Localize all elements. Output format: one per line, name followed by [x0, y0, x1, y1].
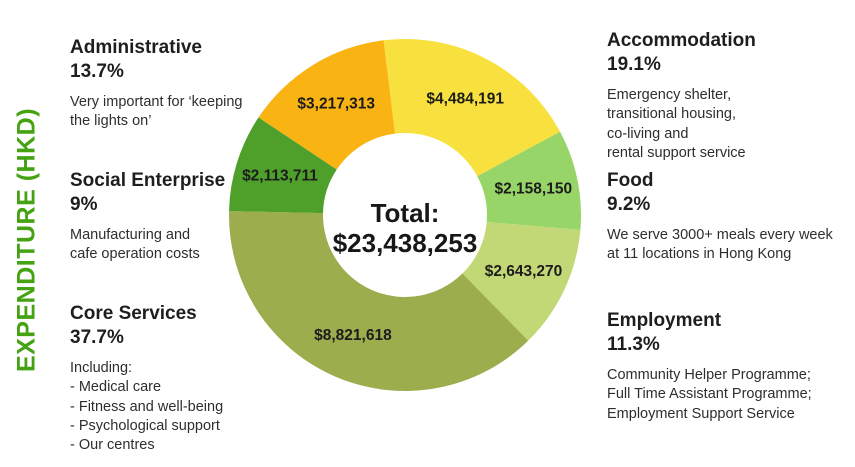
- annotation-administrative: Administrative 13.7% Very important for …: [70, 36, 290, 132]
- donut-chart: $4,484,191 $2,158,150 $2,643,270 $8,821,618…: [228, 38, 581, 392]
- donut-slice-social-enterprise: [229, 117, 337, 214]
- annotation-employment: Employment 11.3% Community Helper Progra…: [607, 309, 855, 424]
- segment-percent: 9%: [70, 193, 98, 215]
- segment-percent: 11.3%: [607, 333, 660, 355]
- annotation-social-enterprise: Social Enterprise 9% Manufacturing and c…: [70, 169, 290, 265]
- annotation-accommodation: Accommodation 19.1% Emergency shelter, t…: [607, 29, 852, 163]
- segment-title: Food: [607, 170, 654, 191]
- donut-slice-accommodation: [383, 38, 561, 177]
- donut-slice-core-services: [228, 211, 529, 392]
- donut-slice-employment: [462, 221, 581, 341]
- segment-title: Social Enterprise: [70, 170, 226, 191]
- slice-value-label-core-services: $8,821,618: [314, 327, 392, 344]
- donut-total-value: $23,438,253: [333, 228, 478, 258]
- segment-description: Very important for ‘keeping the lights o…: [70, 94, 243, 130]
- segment-description: Emergency shelter, transitional housing,…: [607, 87, 746, 161]
- segment-description: We serve 3000+ meals every week at 11 lo…: [607, 227, 833, 263]
- page-title: EXPENDITURE (HKD): [12, 107, 41, 373]
- annotation-food: Food 9.2% We serve 3000+ meals every wee…: [607, 169, 855, 265]
- slice-value-label-employment: $2,643,270: [485, 263, 563, 280]
- segment-percent: 13.7%: [70, 60, 124, 82]
- segment-description: Manufacturing and cafe operation costs: [70, 227, 200, 263]
- segment-title: Employment: [607, 310, 722, 331]
- slice-value-label-administrative: $3,217,313: [297, 96, 375, 113]
- slice-value-label-social-enterprise: $2,113,711: [242, 168, 318, 185]
- donut-slices: $4,484,191 $2,158,150 $2,643,270 $8,821,618…: [228, 38, 581, 392]
- segment-percent: 37.7%: [70, 326, 124, 348]
- segment-description: Community Helper Programme; Full Time As…: [607, 367, 812, 422]
- slice-value-label-food: $2,158,150: [495, 181, 573, 198]
- segment-percent: 9.2%: [607, 193, 651, 215]
- segment-title: Administrative: [70, 37, 202, 58]
- segment-title: Core Services: [70, 303, 197, 324]
- donut-slice-administrative: [258, 40, 396, 170]
- donut-total-label: Total:: [371, 198, 440, 228]
- segment-title: Accommodation: [607, 30, 756, 51]
- donut-slice-food: [477, 131, 581, 230]
- slice-value-label-accommodation: $4,484,191: [426, 91, 504, 108]
- segment-percent: 19.1%: [607, 53, 661, 75]
- segment-description: Including: - Medical care - Fitness and …: [70, 360, 224, 454]
- annotation-core-services: Core Services 37.7% Including: - Medical…: [70, 302, 295, 456]
